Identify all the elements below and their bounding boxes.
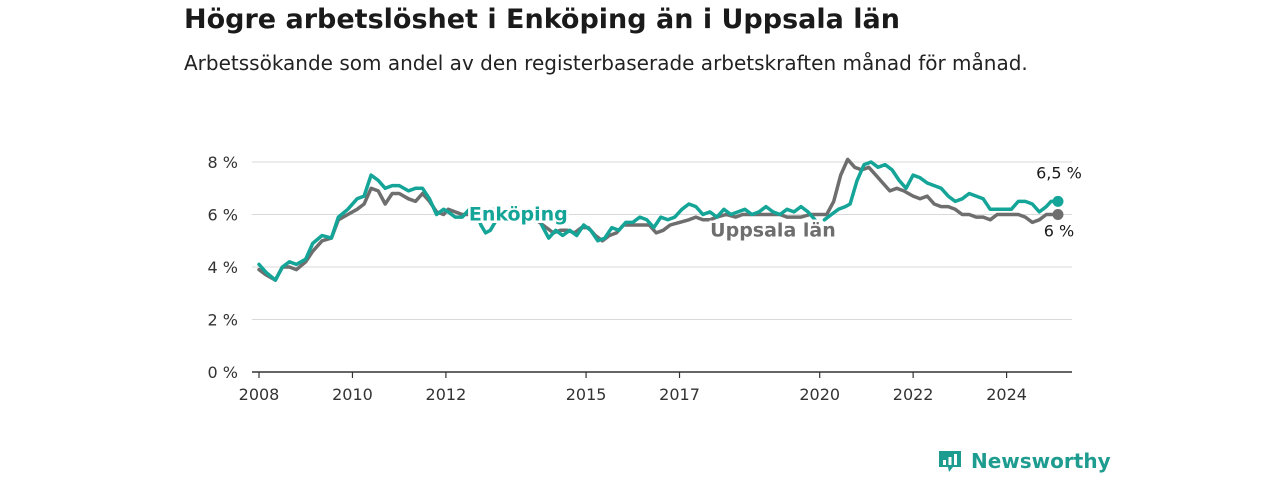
- x-tick-label: 2024: [986, 385, 1027, 404]
- x-tick-label: 2008: [239, 385, 280, 404]
- series-end-point: [1052, 209, 1064, 220]
- axes: 0 % 2 % 4 % 6 % 8 % 2008 2010 2012 2015 2017 2020 2…: [208, 153, 1072, 404]
- x-tick-label: 2015: [566, 385, 607, 404]
- y-tick-label: 8 %: [208, 153, 238, 172]
- end-value-label: 6,5 %: [1036, 163, 1082, 182]
- x-tick-label: 2020: [799, 385, 840, 404]
- x-tick-label: 2022: [893, 385, 934, 404]
- x-tick-label: 2017: [659, 385, 700, 404]
- data-labels: 6 % 6,5 % Enköping Uppsala län: [466, 163, 1082, 243]
- newsworthy-brand[interactable]: Newsworthy: [937, 448, 1111, 474]
- series-line-enk-ping: [257, 160, 1060, 282]
- y-tick-label: 0 %: [208, 363, 238, 382]
- end-value-label: 6 %: [1044, 222, 1074, 241]
- newsworthy-logo-icon: [939, 451, 961, 472]
- x-tick-label: 2012: [426, 385, 467, 404]
- series-end-point: [1052, 195, 1064, 207]
- gridlines: [252, 161, 1072, 320]
- x-tick-label: 2010: [332, 385, 373, 404]
- y-tick-label: 4 %: [208, 258, 238, 277]
- chart-title: Högre arbetslöshet i Enköping än i Uppsa…: [184, 4, 900, 35]
- series-lines: [257, 157, 1064, 282]
- series-inline-label: Uppsala län: [710, 219, 836, 241]
- y-tick-label: 6 %: [208, 206, 238, 225]
- brand-name: Newsworthy: [971, 449, 1111, 473]
- y-tick-label: 2 %: [208, 311, 238, 330]
- chart-subtitle: Arbetssökande som andel av den registerb…: [184, 51, 1028, 75]
- series-inline-label: Enköping: [469, 204, 568, 226]
